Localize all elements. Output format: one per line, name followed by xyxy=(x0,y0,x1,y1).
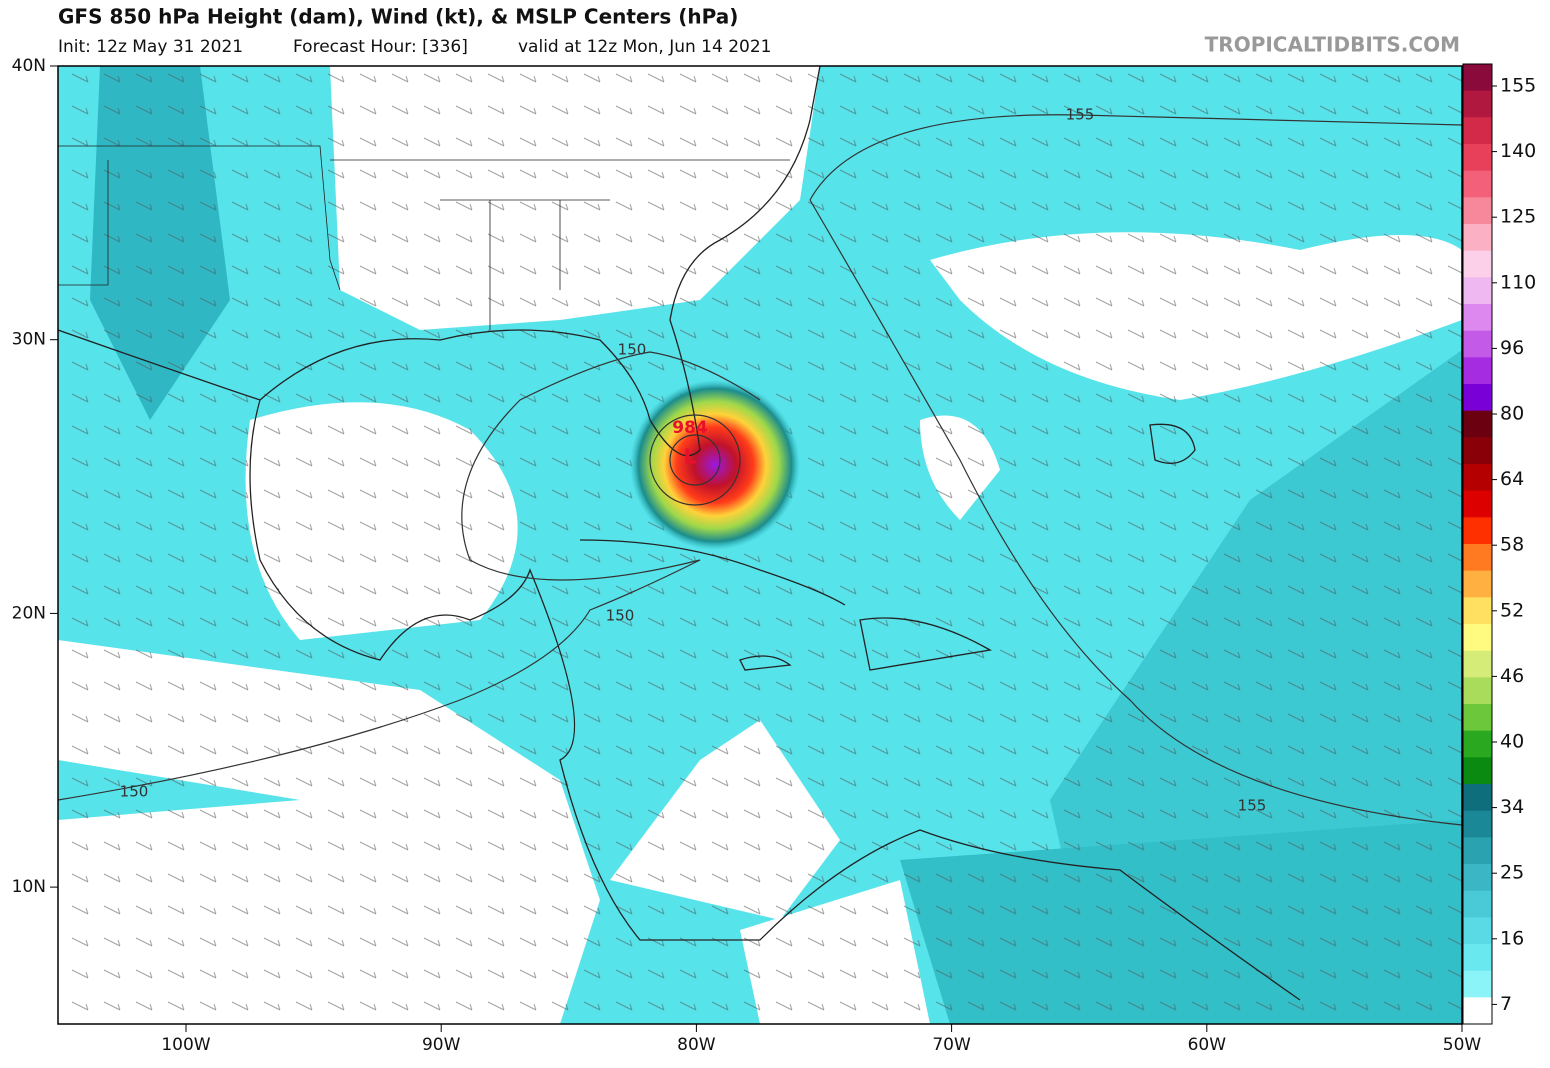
lon-label: 80W xyxy=(677,1035,716,1055)
lat-label: 20N xyxy=(12,603,46,623)
colorbar-bin xyxy=(1463,144,1492,172)
map: 155 150 150 150 155 984 L xyxy=(58,66,1462,1024)
colorbar-bin xyxy=(1463,650,1492,678)
colorbar-bin xyxy=(1463,837,1492,865)
colorbar-bin xyxy=(1463,197,1492,225)
lon-label: 60W xyxy=(1188,1035,1227,1055)
colorbar-bin xyxy=(1463,64,1492,92)
valid-time: valid at 12z Mon, Jun 14 2021 xyxy=(518,37,771,57)
colorbar-bin xyxy=(1463,544,1492,572)
hurricane-wind-core xyxy=(630,380,800,550)
lat-label: 30N xyxy=(12,330,46,350)
colorbar-label: 16 xyxy=(1500,927,1524,949)
lon-label: 70W xyxy=(932,1035,971,1055)
colorbar-bin xyxy=(1463,944,1492,972)
contour-label: 150 xyxy=(120,783,149,801)
colorbar-bin xyxy=(1463,330,1492,358)
colorbar-label: 7 xyxy=(1500,993,1512,1015)
colorbar-bin xyxy=(1463,970,1492,998)
colorbar-label: 96 xyxy=(1500,337,1524,359)
colorbar-label: 110 xyxy=(1500,271,1536,293)
colorbar: 155 140 125 110 96 80 64 58 52 46 40 34 25 16 7 xyxy=(1462,63,1536,1025)
lon-label: 100W xyxy=(161,1035,210,1055)
borders xyxy=(58,145,790,330)
colorbar-bin xyxy=(1463,810,1492,838)
colorbar-bin xyxy=(1463,597,1492,625)
colorbar-bin xyxy=(1463,117,1492,145)
colorbar-label: 80 xyxy=(1500,403,1524,425)
colorbar-label: 52 xyxy=(1500,599,1524,621)
contour-label: 155 xyxy=(1066,106,1095,124)
title: GFS 850 hPa Height (dam), Wind (kt), & M… xyxy=(58,5,738,29)
watermark: TROPICALTIDBITS.COM xyxy=(1205,33,1460,57)
colorbar-bin xyxy=(1463,304,1492,332)
forecast-hour: Forecast Hour: [336] xyxy=(293,37,468,57)
colorbar-label: 40 xyxy=(1500,731,1524,753)
colorbar-bin xyxy=(1463,170,1492,198)
colorbar-bin xyxy=(1463,250,1492,278)
colorbar-bin xyxy=(1463,410,1492,438)
colorbar-bin xyxy=(1463,490,1492,518)
height-contours xyxy=(58,114,1462,826)
low-symbol: L xyxy=(684,445,697,469)
colorbar-bin xyxy=(1463,464,1492,492)
contour-label: 155 xyxy=(1238,797,1267,815)
lat-label: 40N xyxy=(12,56,46,76)
low-pressure: 984 xyxy=(672,418,708,438)
colorbar-bin xyxy=(1463,757,1492,785)
colorbar-label: 140 xyxy=(1500,140,1536,162)
axes: 40N 30N 20N 10N 100W 90W 80W 70W 60W 50W xyxy=(12,56,1482,1055)
colorbar-bin xyxy=(1463,384,1492,412)
wind-barbs xyxy=(58,66,1462,1024)
coastlines xyxy=(58,66,1301,1001)
colorbar-label: 155 xyxy=(1500,75,1536,97)
colorbar-bin xyxy=(1463,437,1492,465)
lon-label: 90W xyxy=(422,1035,461,1055)
colorbar-bin xyxy=(1463,224,1492,252)
colorbar-bin xyxy=(1463,917,1492,945)
colorbar-label: 34 xyxy=(1500,796,1524,818)
colorbar-bin xyxy=(1463,277,1492,305)
map-frame xyxy=(57,65,1463,1025)
colorbar-bin xyxy=(1463,730,1492,758)
colorbar-bin xyxy=(1463,624,1492,652)
colorbar-frame xyxy=(1462,63,1493,1025)
colorbar-bin xyxy=(1463,677,1492,705)
init-time: Init: 12z May 31 2021 xyxy=(58,37,243,57)
colorbar-label: 58 xyxy=(1500,534,1524,556)
colorbar-bin xyxy=(1463,357,1492,385)
colorbar-bin xyxy=(1463,517,1492,545)
colorbar-bin xyxy=(1463,90,1492,118)
colorbar-bin xyxy=(1463,784,1492,812)
colorbar-bin xyxy=(1463,997,1492,1025)
colorbar-label: 64 xyxy=(1500,468,1524,490)
contour-label: 150 xyxy=(606,607,635,625)
colorbar-bin xyxy=(1463,890,1492,918)
colorbar-label: 125 xyxy=(1500,206,1536,228)
lon-label: 50W xyxy=(1443,1035,1482,1055)
colorbar-label: 25 xyxy=(1500,862,1524,884)
colorbar-bin xyxy=(1463,864,1492,892)
colorbar-bin xyxy=(1463,704,1492,732)
contour-label: 150 xyxy=(618,341,647,359)
colorbar-bin xyxy=(1463,570,1492,598)
colorbar-label: 46 xyxy=(1500,665,1524,687)
lat-label: 10N xyxy=(12,877,46,897)
